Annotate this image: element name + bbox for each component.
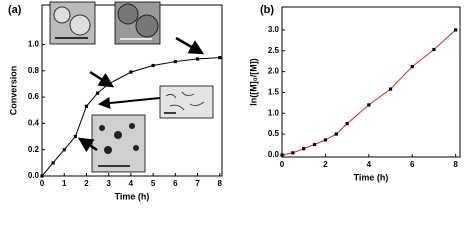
data-point: [151, 63, 155, 68]
data-point: [334, 132, 338, 136]
x-tick-label: 4: [129, 179, 134, 188]
x-tick-label: 8: [218, 179, 223, 188]
y-tick-label: 0.4: [28, 118, 40, 127]
data-point: [62, 148, 66, 152]
data-point: [129, 70, 133, 74]
data-point: [95, 91, 100, 95]
y-tick-label: 1.0: [268, 108, 280, 117]
y-tick-label: 0.6: [28, 92, 40, 101]
data-point: [40, 174, 44, 178]
inset-detail: [114, 131, 122, 139]
arrow: [98, 97, 161, 109]
y-tick-label: 3.0: [268, 25, 280, 34]
data-point: [367, 103, 371, 107]
x-tick-label: 0: [280, 160, 285, 169]
x-tick-label: 6: [410, 160, 415, 169]
y-tick-label: 1.5: [268, 88, 280, 97]
x-tick-label: 2: [323, 160, 328, 169]
data-point: [312, 142, 317, 147]
data-point: [291, 151, 295, 155]
x-tick-label: 8: [453, 160, 458, 169]
data-line: [281, 29, 456, 156]
panel-label: (b): [260, 4, 274, 16]
data-point: [345, 122, 349, 126]
data-point: [388, 87, 393, 91]
y-tick-label: 0.0: [268, 150, 280, 159]
x-tick-label: 3: [106, 179, 111, 188]
y-tick-label: 0.0: [28, 171, 40, 180]
data-point: [218, 56, 222, 60]
insets: [49, 1, 214, 173]
data-point: [302, 147, 306, 151]
data-point: [173, 59, 177, 64]
y-tick-label: 0.5: [268, 129, 280, 138]
data-point: [410, 64, 414, 69]
panel: 0 1 2 3 4 5 6 7 8 0.0 0.2 0.4 0.6 0.8 1.0 Time (h) Conve…: [8, 4, 223, 201]
data-point: [280, 153, 284, 157]
arrow: [89, 70, 115, 88]
y-tick-label: 2.5: [268, 46, 280, 55]
data-point: [323, 138, 328, 142]
arrows: [77, 36, 205, 153]
data-line: [41, 57, 220, 177]
arrow: [77, 137, 98, 153]
data-point: [432, 47, 436, 52]
x-tick-label: 1: [62, 179, 67, 188]
inset-detail: [117, 3, 139, 25]
figure: 0 1 2 3 4 5 6 7 8 0.0 0.2 0.4 0.6 0.8 1.0 Time (h) Conve…: [8, 1, 461, 201]
inset-detail: [135, 14, 159, 38]
data-point: [195, 57, 200, 61]
x-tick-label: 5: [151, 179, 156, 188]
inset-detail: [99, 125, 105, 131]
data-point: [51, 161, 55, 165]
y-tick-label: 2.0: [268, 67, 280, 76]
y-tick-label: 0.2: [28, 145, 40, 154]
inset-image: [91, 114, 146, 173]
inset-detail: [69, 14, 91, 36]
data-point: [84, 104, 89, 108]
arrow: [175, 36, 205, 55]
inset-detail: [165, 91, 205, 111]
panel: 0 2 4 6 8 0.0 0.5 1.0 1.5 2.0 2.5 3.0 Time (h) ln([M]…: [248, 4, 461, 182]
plot-frame: [281, 6, 461, 158]
y-axis-title: Conversion: [8, 66, 18, 116]
inset-detail: [53, 6, 71, 24]
data-point: [454, 28, 458, 32]
y-tick-label: 1.0: [28, 40, 40, 49]
y-axis-title: ln([M]₀/[M]): [248, 58, 258, 106]
x-tick-label: 7: [195, 179, 200, 188]
x-axis-title: Time (h): [115, 191, 150, 201]
x-tick-label: 2: [84, 179, 89, 188]
x-tick-label: 6: [173, 179, 178, 188]
inset-detail: [133, 145, 139, 151]
x-tick-label: 4: [367, 160, 372, 169]
panel-label: (a): [8, 4, 22, 16]
inset-detail: [129, 123, 135, 129]
data-point: [73, 134, 77, 139]
x-axis-title: Time (h): [354, 172, 389, 182]
inset-detail: [104, 146, 112, 154]
y-tick-label: 0.8: [28, 66, 40, 75]
x-tick-label: 0: [40, 179, 45, 188]
